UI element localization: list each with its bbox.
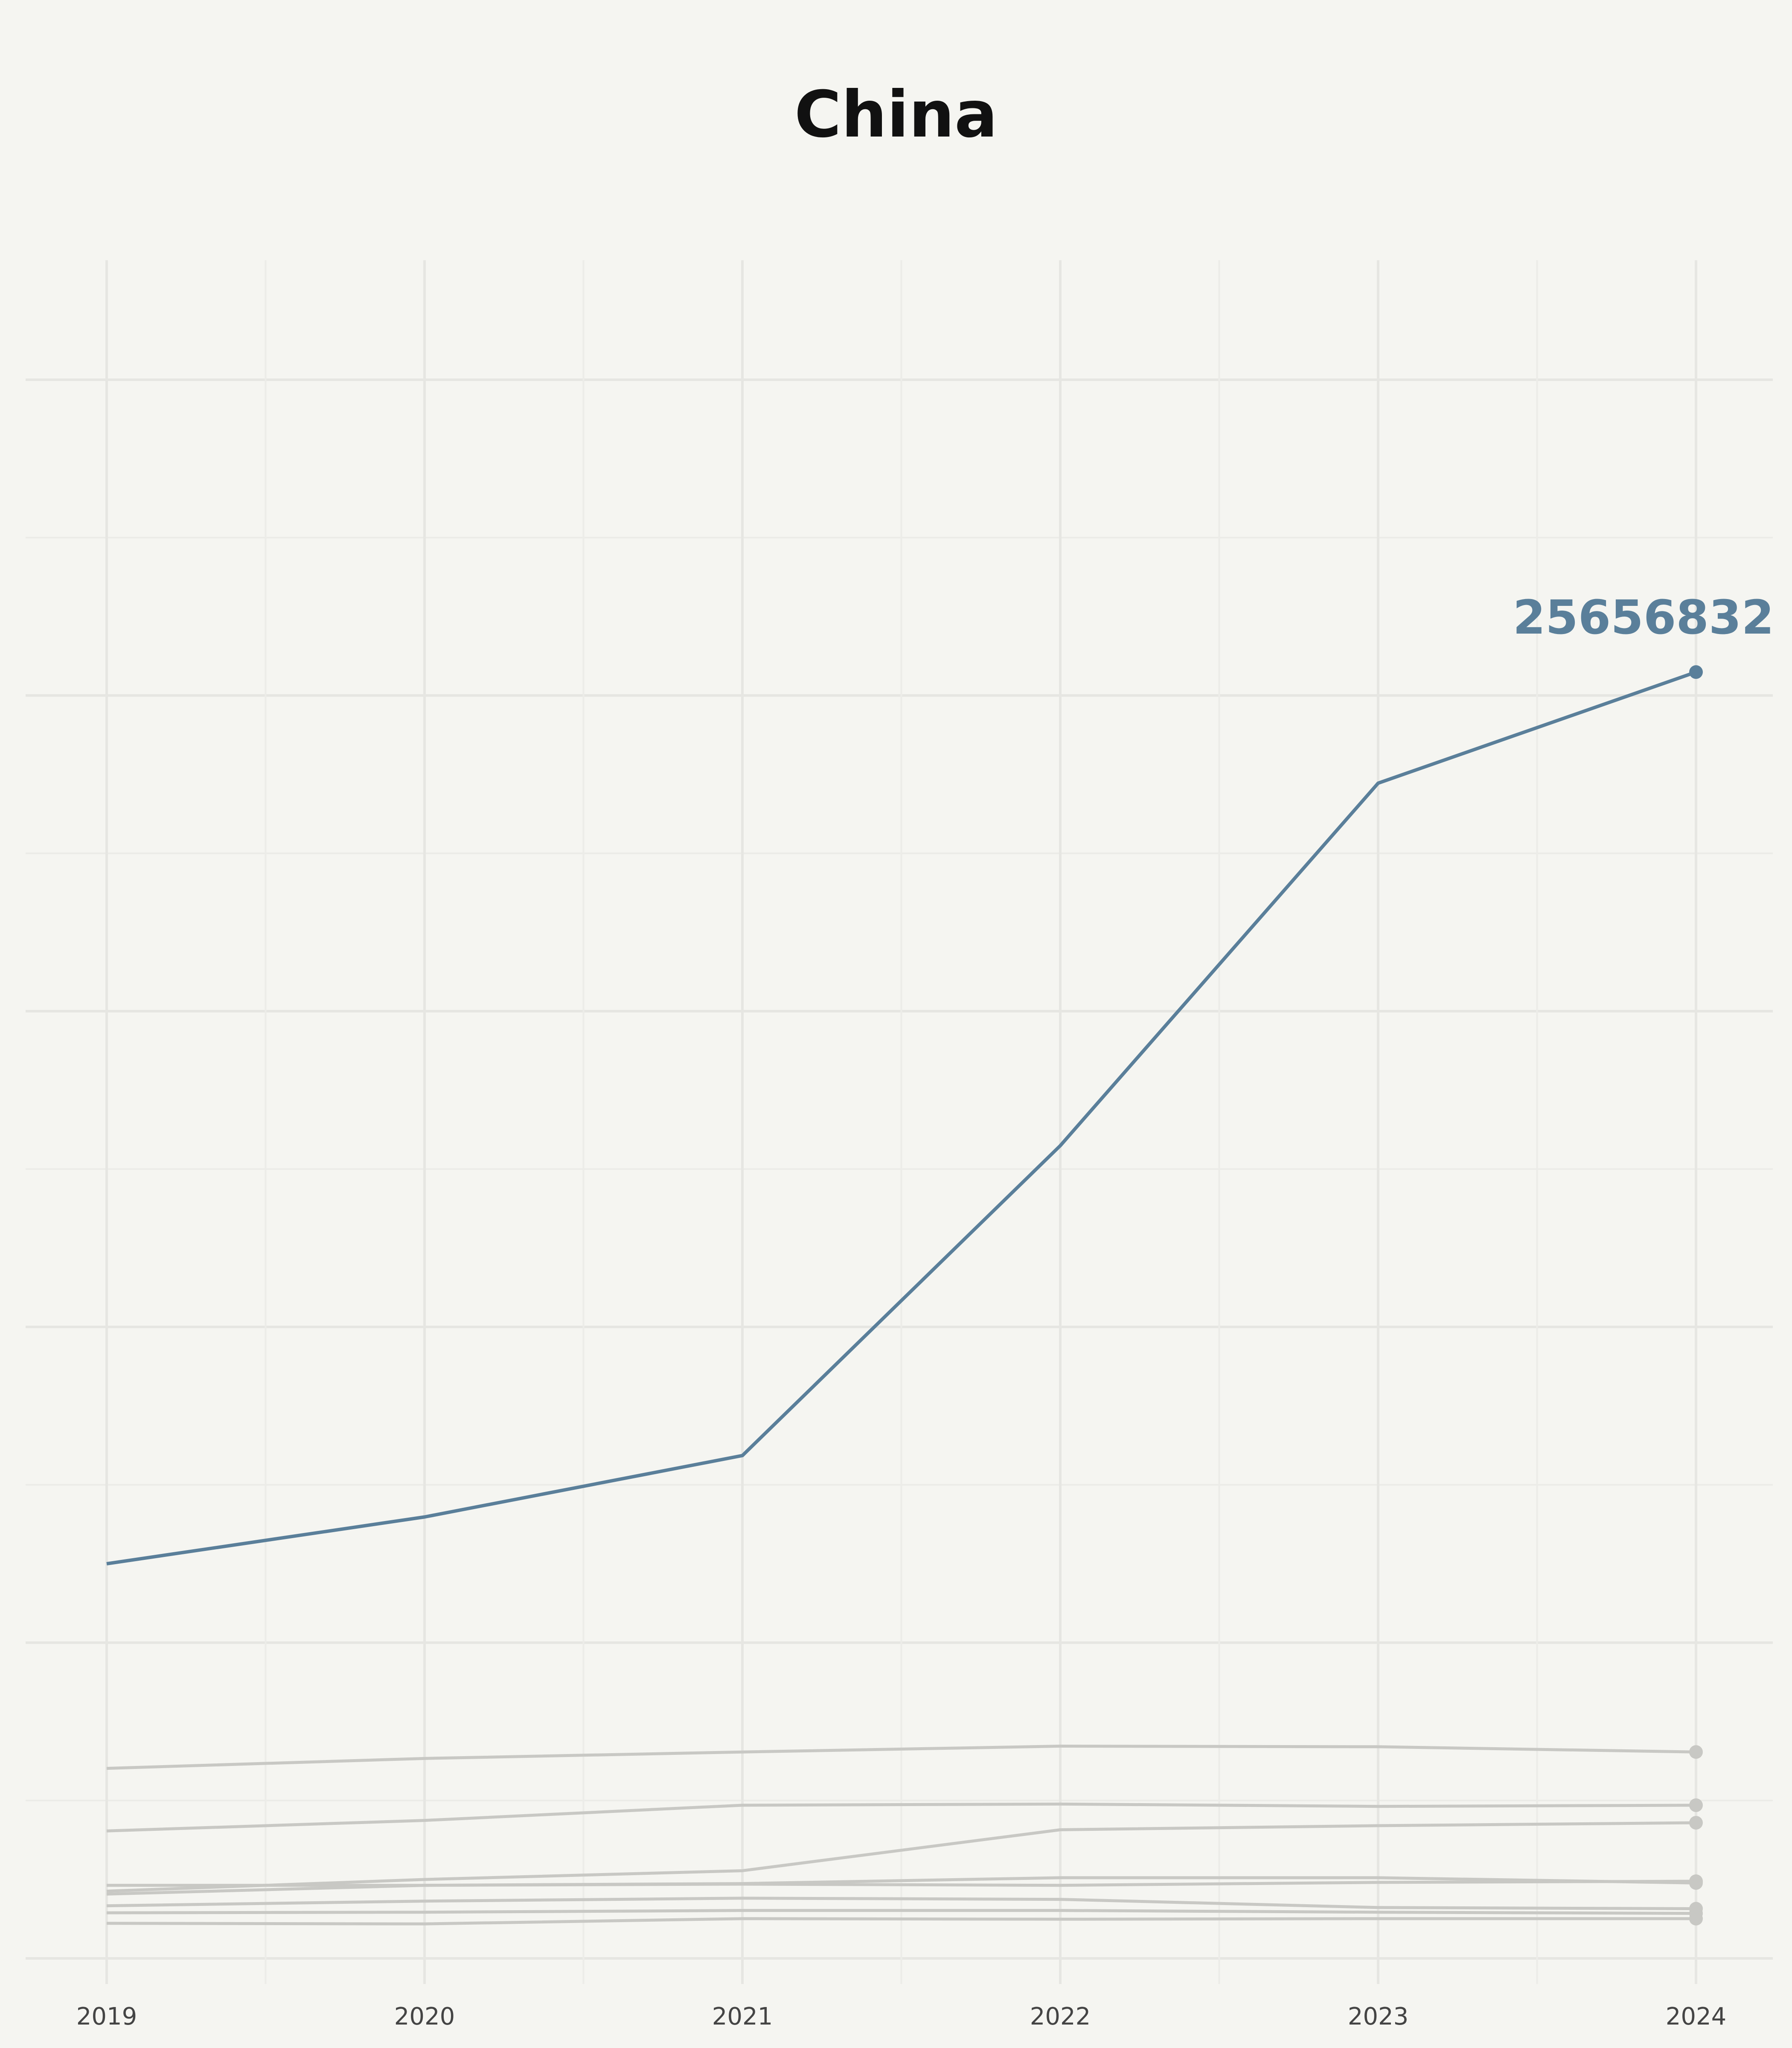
context-series-line — [106, 1745, 1696, 1770]
x-tick-label: 2019 — [76, 2003, 137, 2031]
chart-title: China — [794, 78, 998, 152]
x-tick-label: 2023 — [1348, 2003, 1409, 2031]
context-series-end-point — [1689, 1911, 1703, 1926]
context-series-end-point — [1689, 1745, 1703, 1759]
highlight-series-line — [106, 670, 1697, 1565]
context-series-line — [106, 1909, 1696, 1915]
context-series-line — [106, 1821, 1696, 1893]
context-series-line — [106, 1917, 1696, 1926]
highlight-end-label: 25656832 — [1513, 590, 1774, 645]
context-series-line — [106, 1876, 1696, 1896]
x-tick-label: 2022 — [1030, 2003, 1091, 2031]
highlight-series-group — [106, 665, 1703, 1565]
context-series-end-point — [1689, 1876, 1703, 1890]
context-series-group — [106, 1745, 1703, 1926]
grid — [26, 260, 1773, 1984]
x-axis-tick-labels: 2019 2020 2021 2022 2023 2024 — [76, 2003, 1727, 2031]
x-tick-label: 2020 — [394, 2003, 455, 2031]
context-series-end-point — [1689, 1798, 1703, 1812]
context-series-line — [106, 1897, 1696, 1911]
context-series-end-point — [1689, 1816, 1703, 1830]
x-tick-label: 2024 — [1666, 2003, 1727, 2031]
x-tick-label: 2021 — [712, 2003, 773, 2031]
highlight-series-end-point — [1689, 665, 1703, 679]
context-series-line — [106, 1802, 1696, 1833]
